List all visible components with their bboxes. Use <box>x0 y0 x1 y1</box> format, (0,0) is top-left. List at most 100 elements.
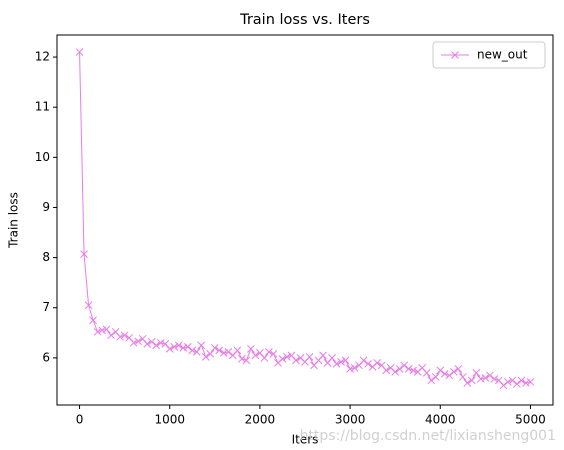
legend-label: new_out <box>477 48 528 62</box>
data-point <box>504 378 512 386</box>
data-point <box>93 327 102 336</box>
data-point <box>219 349 228 357</box>
data-point <box>337 358 345 366</box>
y-tick-label: 8 <box>42 250 50 264</box>
y-tick-label: 7 <box>42 300 50 314</box>
watermark: https://blog.csdn.net/lixiansheng001 <box>300 428 556 444</box>
data-point <box>183 342 192 351</box>
data-point <box>206 350 215 358</box>
axes-frame <box>56 34 554 406</box>
data-point <box>170 342 179 351</box>
data-point <box>129 338 138 347</box>
data-point <box>120 331 129 340</box>
data-point <box>445 371 454 380</box>
data-point <box>292 356 300 365</box>
data-point <box>373 359 381 367</box>
data-point <box>332 360 341 368</box>
data-point <box>242 356 251 365</box>
data-point <box>391 368 400 376</box>
data-point <box>458 373 467 381</box>
data-point <box>143 339 152 348</box>
data-point <box>165 344 174 353</box>
legend-marker <box>451 51 459 59</box>
data-point <box>174 341 183 350</box>
x-tick-label: 4000 <box>425 413 456 427</box>
data-point <box>147 337 156 346</box>
data-point <box>75 48 84 56</box>
series-line <box>79 52 531 387</box>
data-point <box>395 365 404 373</box>
data-point <box>188 346 197 355</box>
y-tick-label: 6 <box>42 350 50 364</box>
data-point <box>210 343 219 352</box>
data-point <box>463 379 472 387</box>
data-point <box>201 353 210 361</box>
data-point <box>341 356 350 365</box>
data-point <box>247 344 255 353</box>
data-point <box>454 365 463 373</box>
x-tick-label: 1000 <box>154 413 185 427</box>
data-point <box>179 343 188 352</box>
data-point <box>152 341 161 350</box>
data-point <box>80 250 88 258</box>
data-point <box>283 353 291 361</box>
x-axis-label: Iters <box>292 433 319 447</box>
data-point <box>431 373 440 381</box>
y-tick-label: 9 <box>42 200 50 214</box>
data-point <box>116 332 124 341</box>
data-point <box>436 366 445 375</box>
data-point <box>427 376 436 385</box>
chart-title: Train loss vs. Iters <box>239 12 370 28</box>
data-point <box>265 348 273 356</box>
data-point <box>233 346 242 355</box>
data-point <box>449 368 458 376</box>
data-point <box>156 338 165 347</box>
x-tick-label: 3000 <box>335 413 366 427</box>
data-point <box>477 375 485 383</box>
data-point <box>197 341 206 350</box>
data-point <box>102 325 111 334</box>
data-point <box>440 370 449 378</box>
data-point <box>98 326 106 335</box>
data-point <box>89 316 97 325</box>
data-point <box>350 364 359 372</box>
x-tick-label: 2000 <box>245 413 276 427</box>
data-point <box>490 375 499 383</box>
data-point <box>522 379 530 387</box>
y-tick-label: 10 <box>35 150 50 164</box>
data-point <box>305 353 314 361</box>
data-point <box>238 355 246 363</box>
x-tick-label: 5000 <box>515 413 546 427</box>
data-point <box>224 348 233 356</box>
data-point <box>346 365 354 373</box>
data-point <box>215 346 224 355</box>
data-point <box>319 351 327 360</box>
data-point <box>517 376 526 385</box>
data-point <box>499 381 508 390</box>
data-point <box>404 365 413 373</box>
data-point <box>251 351 260 360</box>
y-tick-label: 12 <box>35 50 50 64</box>
data-point <box>269 350 278 358</box>
data-point <box>192 348 201 356</box>
y-axis-label: Train loss <box>7 192 21 249</box>
data-point <box>526 378 535 386</box>
data-point <box>481 374 490 382</box>
data-point <box>472 369 481 377</box>
data-point <box>359 356 368 365</box>
data-point <box>328 354 336 362</box>
data-point <box>400 361 409 370</box>
data-point <box>382 366 391 375</box>
data-point <box>84 301 93 310</box>
x-tick-label: 0 <box>76 413 84 427</box>
data-point <box>422 369 431 377</box>
legend-box <box>432 41 546 69</box>
data-point <box>260 354 269 362</box>
data-point <box>364 360 372 368</box>
data-point <box>409 366 418 375</box>
data-point <box>107 331 115 340</box>
data-point <box>134 337 143 346</box>
data-point <box>467 376 476 385</box>
data-point <box>508 376 517 385</box>
